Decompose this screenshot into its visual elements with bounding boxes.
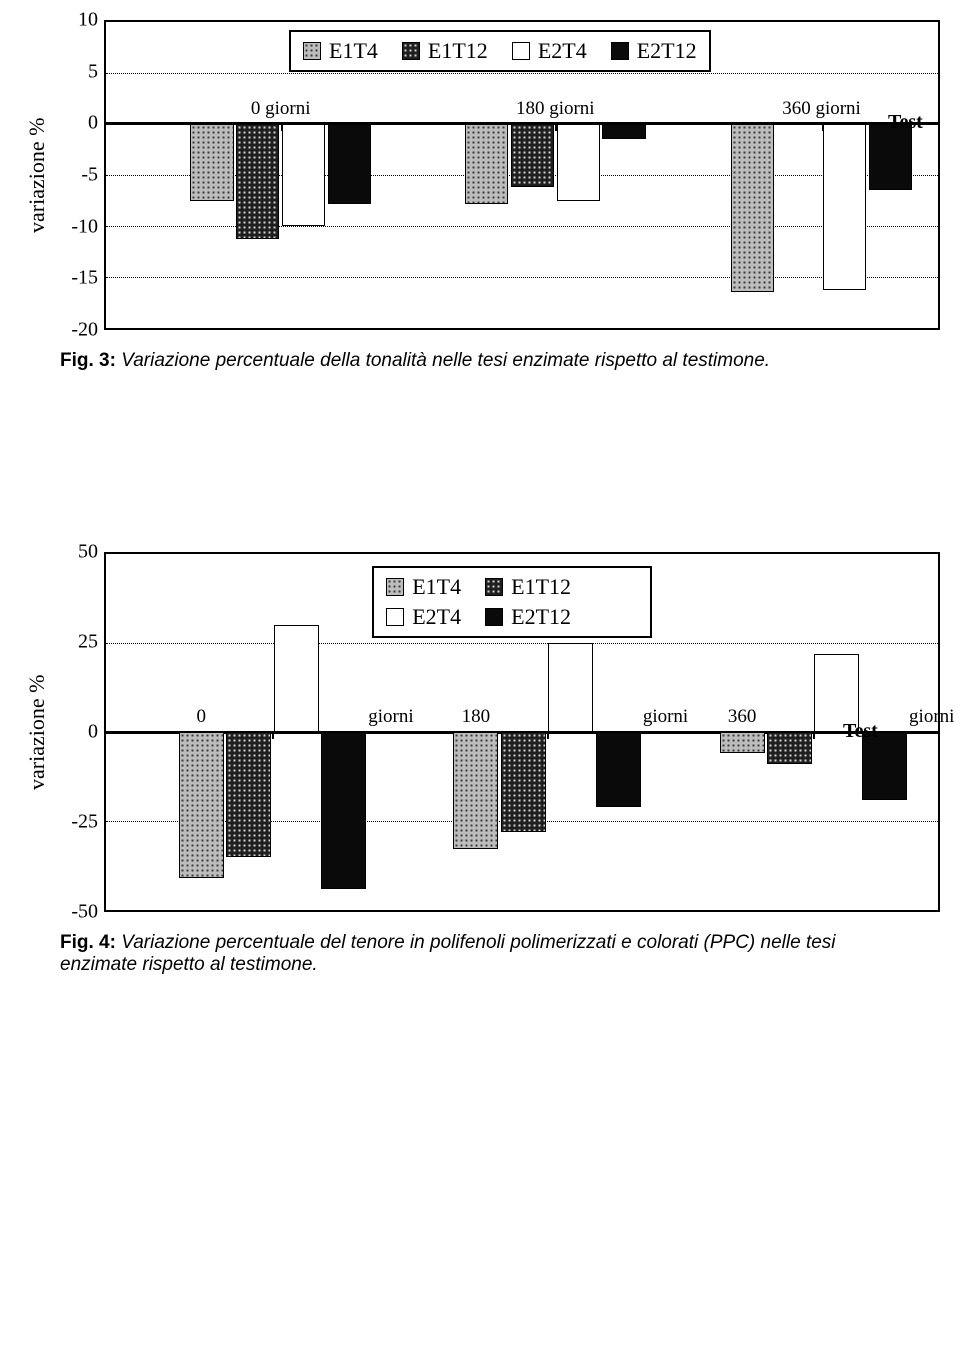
grid-line <box>106 643 938 644</box>
chart: variazione %-20-15-10-50510E1T4E1T12E2T4… <box>20 20 940 330</box>
group-label: giorni <box>368 706 413 728</box>
y-tick: 10 <box>78 9 98 32</box>
swatch-icon <box>512 42 530 60</box>
y-axis-label: variazione % <box>20 552 54 912</box>
bar <box>236 124 279 239</box>
plot-area: E1T4E1T12E2T4E2T120giorni180giorni360gio… <box>104 552 940 912</box>
legend-item: E2T4 <box>386 604 461 630</box>
legend-label: E2T4 <box>538 38 587 64</box>
y-tick: -5 <box>81 164 98 187</box>
group-label: 0 giorni <box>251 98 311 120</box>
group-tick <box>813 732 815 739</box>
legend-label: E2T4 <box>412 604 461 630</box>
swatch-icon <box>303 42 321 60</box>
figure-caption: Fig. 3: Variazione percentuale della ton… <box>60 350 900 372</box>
bar <box>321 732 366 889</box>
bar <box>501 732 546 832</box>
grid-line <box>106 277 938 278</box>
y-tick: -25 <box>71 811 98 834</box>
legend-item: E1T4 <box>386 574 461 600</box>
group-label: 360 giorni <box>782 98 861 120</box>
bar <box>731 124 774 292</box>
legend-label: E1T4 <box>329 38 378 64</box>
group-label: 0 <box>197 706 207 728</box>
group-tick <box>547 732 549 739</box>
axis-right-label: Test <box>843 720 878 743</box>
legend: E1T4 E1T12 E2T4 E2T12 <box>372 566 652 638</box>
group-label: 180 giorni <box>516 98 595 120</box>
bar <box>179 732 224 878</box>
legend-label: E1T12 <box>428 38 488 64</box>
legend-item: E2T12 <box>485 604 571 630</box>
y-tick: -20 <box>71 319 98 342</box>
plot-area: E1T4 E1T12 E2T4 E2T12 0 giorni 180 giorni 360 … <box>104 20 940 330</box>
swatch-icon <box>402 42 420 60</box>
y-tick: 25 <box>78 631 98 654</box>
y-axis: -20-15-10-50510 <box>54 20 104 330</box>
y-tick: 50 <box>78 541 98 564</box>
legend: E1T4 E1T12 E2T4 E2T12 <box>289 30 711 72</box>
bar <box>453 732 498 849</box>
bar <box>226 732 271 857</box>
legend-item: E1T4 <box>303 38 378 64</box>
y-tick: -10 <box>71 215 98 238</box>
bar <box>190 124 233 201</box>
bar <box>328 124 371 204</box>
group-label: giorni <box>909 706 954 728</box>
bar <box>511 124 554 187</box>
y-tick: 5 <box>88 60 98 83</box>
bar <box>602 124 645 139</box>
legend-item: E2T4 <box>512 38 587 64</box>
legend-label: E1T4 <box>412 574 461 600</box>
group-label: giorni <box>643 706 688 728</box>
chart: variazione %-50-2502550E1T4E1T12E2T4E2T1… <box>20 552 940 912</box>
group-label: 360 <box>728 706 757 728</box>
axis-right-label: Test <box>888 111 923 134</box>
grid-line <box>106 226 938 227</box>
swatch-icon <box>485 608 503 626</box>
legend-item: E2T12 <box>611 38 697 64</box>
y-tick: 0 <box>88 112 98 135</box>
swatch-icon <box>611 42 629 60</box>
legend-label: E2T12 <box>511 604 571 630</box>
bar <box>274 625 319 732</box>
legend-label: E1T12 <box>511 574 571 600</box>
swatch-icon <box>485 578 503 596</box>
swatch-icon <box>386 608 404 626</box>
y-tick: -50 <box>71 901 98 924</box>
bar <box>823 124 866 290</box>
swatch-icon <box>386 578 404 596</box>
figure-caption: Fig. 4: Variazione percentuale del tenor… <box>60 932 900 976</box>
bar <box>557 124 600 201</box>
y-tick: 0 <box>88 721 98 744</box>
bar <box>548 643 593 732</box>
legend-item: E1T12 <box>402 38 488 64</box>
bar <box>282 124 325 226</box>
bar <box>596 732 641 807</box>
bar <box>767 732 812 764</box>
legend-item: E1T12 <box>485 574 571 600</box>
y-axis: -50-2502550 <box>54 552 104 912</box>
legend-label: E2T12 <box>637 38 697 64</box>
bar <box>720 732 765 753</box>
grid-line <box>106 73 938 74</box>
y-tick: -15 <box>71 267 98 290</box>
y-axis-label: variazione % <box>20 20 54 330</box>
group-tick <box>272 732 274 739</box>
group-label: 180 <box>462 706 491 728</box>
bar <box>465 124 508 204</box>
